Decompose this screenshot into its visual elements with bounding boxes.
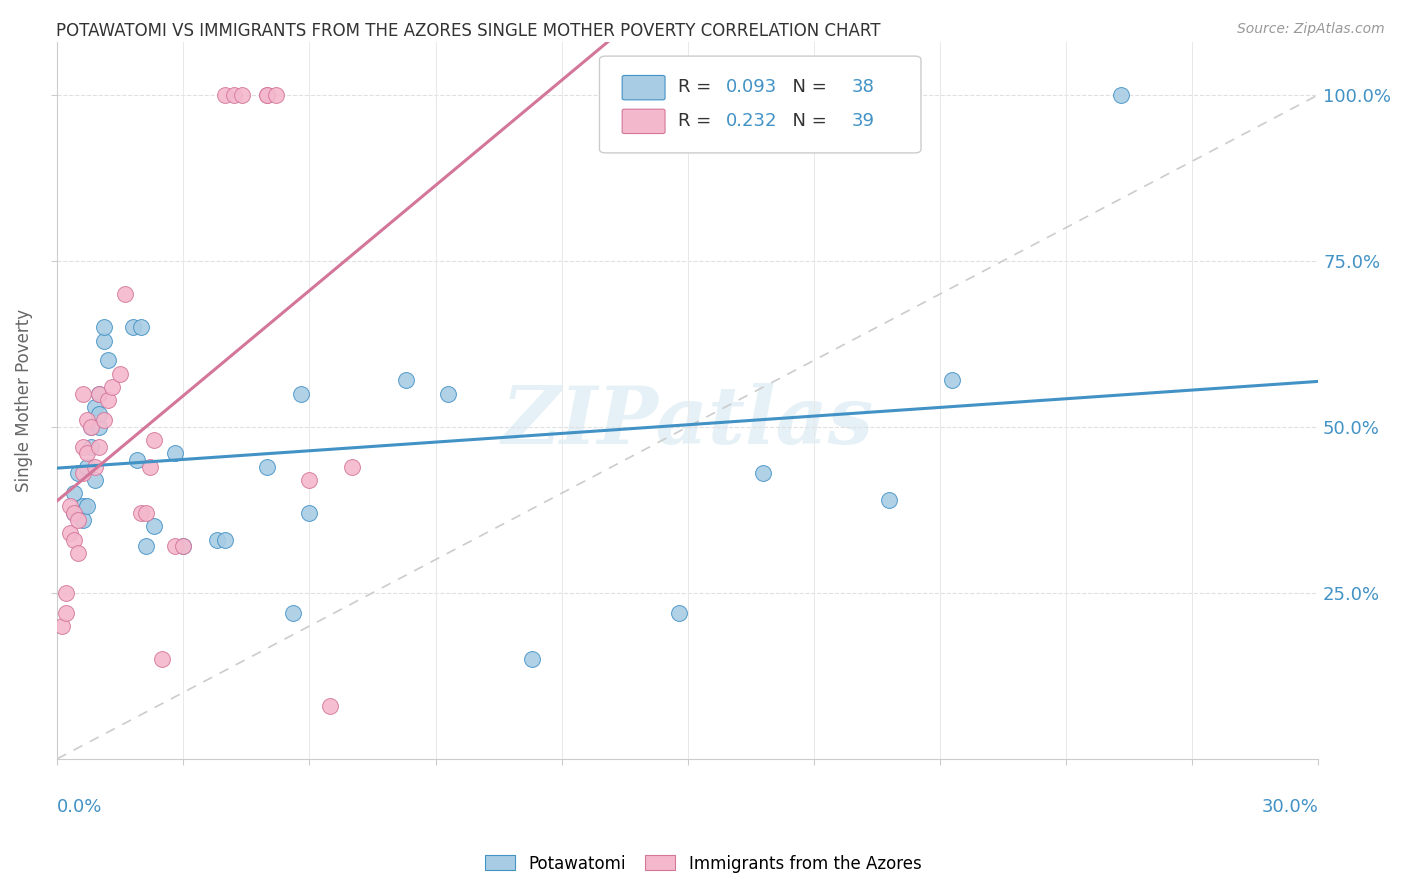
Point bbox=[256, 87, 278, 102]
Text: 0.232: 0.232 bbox=[725, 112, 778, 129]
Point bbox=[67, 467, 90, 481]
Text: 0.0%: 0.0% bbox=[58, 798, 103, 816]
Point bbox=[72, 386, 94, 401]
Point bbox=[222, 87, 245, 102]
Point bbox=[76, 413, 98, 427]
Point bbox=[214, 87, 236, 102]
Point bbox=[80, 420, 103, 434]
Point bbox=[93, 413, 115, 427]
Point bbox=[264, 87, 287, 102]
FancyBboxPatch shape bbox=[599, 56, 921, 153]
Text: 0.093: 0.093 bbox=[725, 78, 776, 96]
Point bbox=[84, 400, 107, 414]
Point bbox=[879, 492, 901, 507]
Text: N =: N = bbox=[780, 78, 832, 96]
Point bbox=[163, 446, 186, 460]
Point bbox=[97, 353, 120, 368]
Point bbox=[114, 287, 136, 301]
Point bbox=[76, 500, 98, 514]
Point bbox=[89, 420, 111, 434]
Point bbox=[55, 586, 77, 600]
Point bbox=[122, 320, 145, 334]
Text: ZIPatlas: ZIPatlas bbox=[502, 383, 873, 460]
Point bbox=[110, 367, 132, 381]
Point bbox=[93, 334, 115, 348]
Point bbox=[55, 606, 77, 620]
Point bbox=[256, 87, 278, 102]
Point bbox=[437, 386, 460, 401]
Point bbox=[139, 459, 162, 474]
Point bbox=[76, 459, 98, 474]
Y-axis label: Single Mother Poverty: Single Mother Poverty bbox=[15, 309, 32, 491]
Point bbox=[1109, 87, 1132, 102]
Point bbox=[63, 506, 86, 520]
Point bbox=[150, 652, 173, 666]
Point bbox=[72, 500, 94, 514]
Point bbox=[80, 440, 103, 454]
Point bbox=[59, 526, 82, 541]
Point bbox=[668, 606, 690, 620]
Point bbox=[51, 619, 73, 633]
Point bbox=[67, 546, 90, 560]
Text: POTAWATOMI VS IMMIGRANTS FROM THE AZORES SINGLE MOTHER POVERTY CORRELATION CHART: POTAWATOMI VS IMMIGRANTS FROM THE AZORES… bbox=[56, 22, 880, 40]
Text: Source: ZipAtlas.com: Source: ZipAtlas.com bbox=[1237, 22, 1385, 37]
Point bbox=[89, 386, 111, 401]
Point bbox=[135, 539, 157, 553]
Point bbox=[281, 606, 304, 620]
Point bbox=[143, 433, 166, 447]
FancyBboxPatch shape bbox=[623, 109, 665, 134]
Point bbox=[72, 513, 94, 527]
Point bbox=[163, 539, 186, 553]
Point bbox=[84, 459, 107, 474]
Text: R =: R = bbox=[678, 78, 717, 96]
Point bbox=[143, 519, 166, 533]
Point bbox=[214, 533, 236, 547]
Text: R =: R = bbox=[678, 112, 717, 129]
Legend: Potawatomi, Immigrants from the Azores: Potawatomi, Immigrants from the Azores bbox=[478, 848, 928, 880]
Point bbox=[93, 320, 115, 334]
Point bbox=[256, 459, 278, 474]
Point bbox=[172, 539, 194, 553]
Point bbox=[76, 446, 98, 460]
Point bbox=[63, 486, 86, 500]
Point bbox=[205, 533, 228, 547]
Point bbox=[340, 459, 363, 474]
Point bbox=[63, 506, 86, 520]
Point bbox=[298, 506, 321, 520]
Point bbox=[97, 393, 120, 408]
Point bbox=[101, 380, 124, 394]
Point bbox=[941, 373, 963, 387]
Text: 38: 38 bbox=[852, 78, 875, 96]
Point bbox=[319, 698, 342, 713]
Point bbox=[84, 473, 107, 487]
Text: 30.0%: 30.0% bbox=[1261, 798, 1319, 816]
Point bbox=[67, 513, 90, 527]
Point bbox=[89, 440, 111, 454]
Text: N =: N = bbox=[780, 112, 832, 129]
Point bbox=[395, 373, 418, 387]
Point bbox=[298, 473, 321, 487]
Point bbox=[290, 386, 312, 401]
Point bbox=[80, 420, 103, 434]
Text: 39: 39 bbox=[852, 112, 875, 129]
Point bbox=[72, 467, 94, 481]
Point bbox=[522, 652, 544, 666]
Point bbox=[72, 440, 94, 454]
Point bbox=[127, 453, 149, 467]
Point bbox=[131, 320, 153, 334]
Point bbox=[752, 467, 775, 481]
Point bbox=[172, 539, 194, 553]
Point bbox=[59, 500, 82, 514]
FancyBboxPatch shape bbox=[623, 76, 665, 100]
Point bbox=[89, 407, 111, 421]
Point bbox=[63, 533, 86, 547]
Point bbox=[135, 506, 157, 520]
Point bbox=[231, 87, 253, 102]
Point bbox=[89, 386, 111, 401]
Point bbox=[131, 506, 153, 520]
